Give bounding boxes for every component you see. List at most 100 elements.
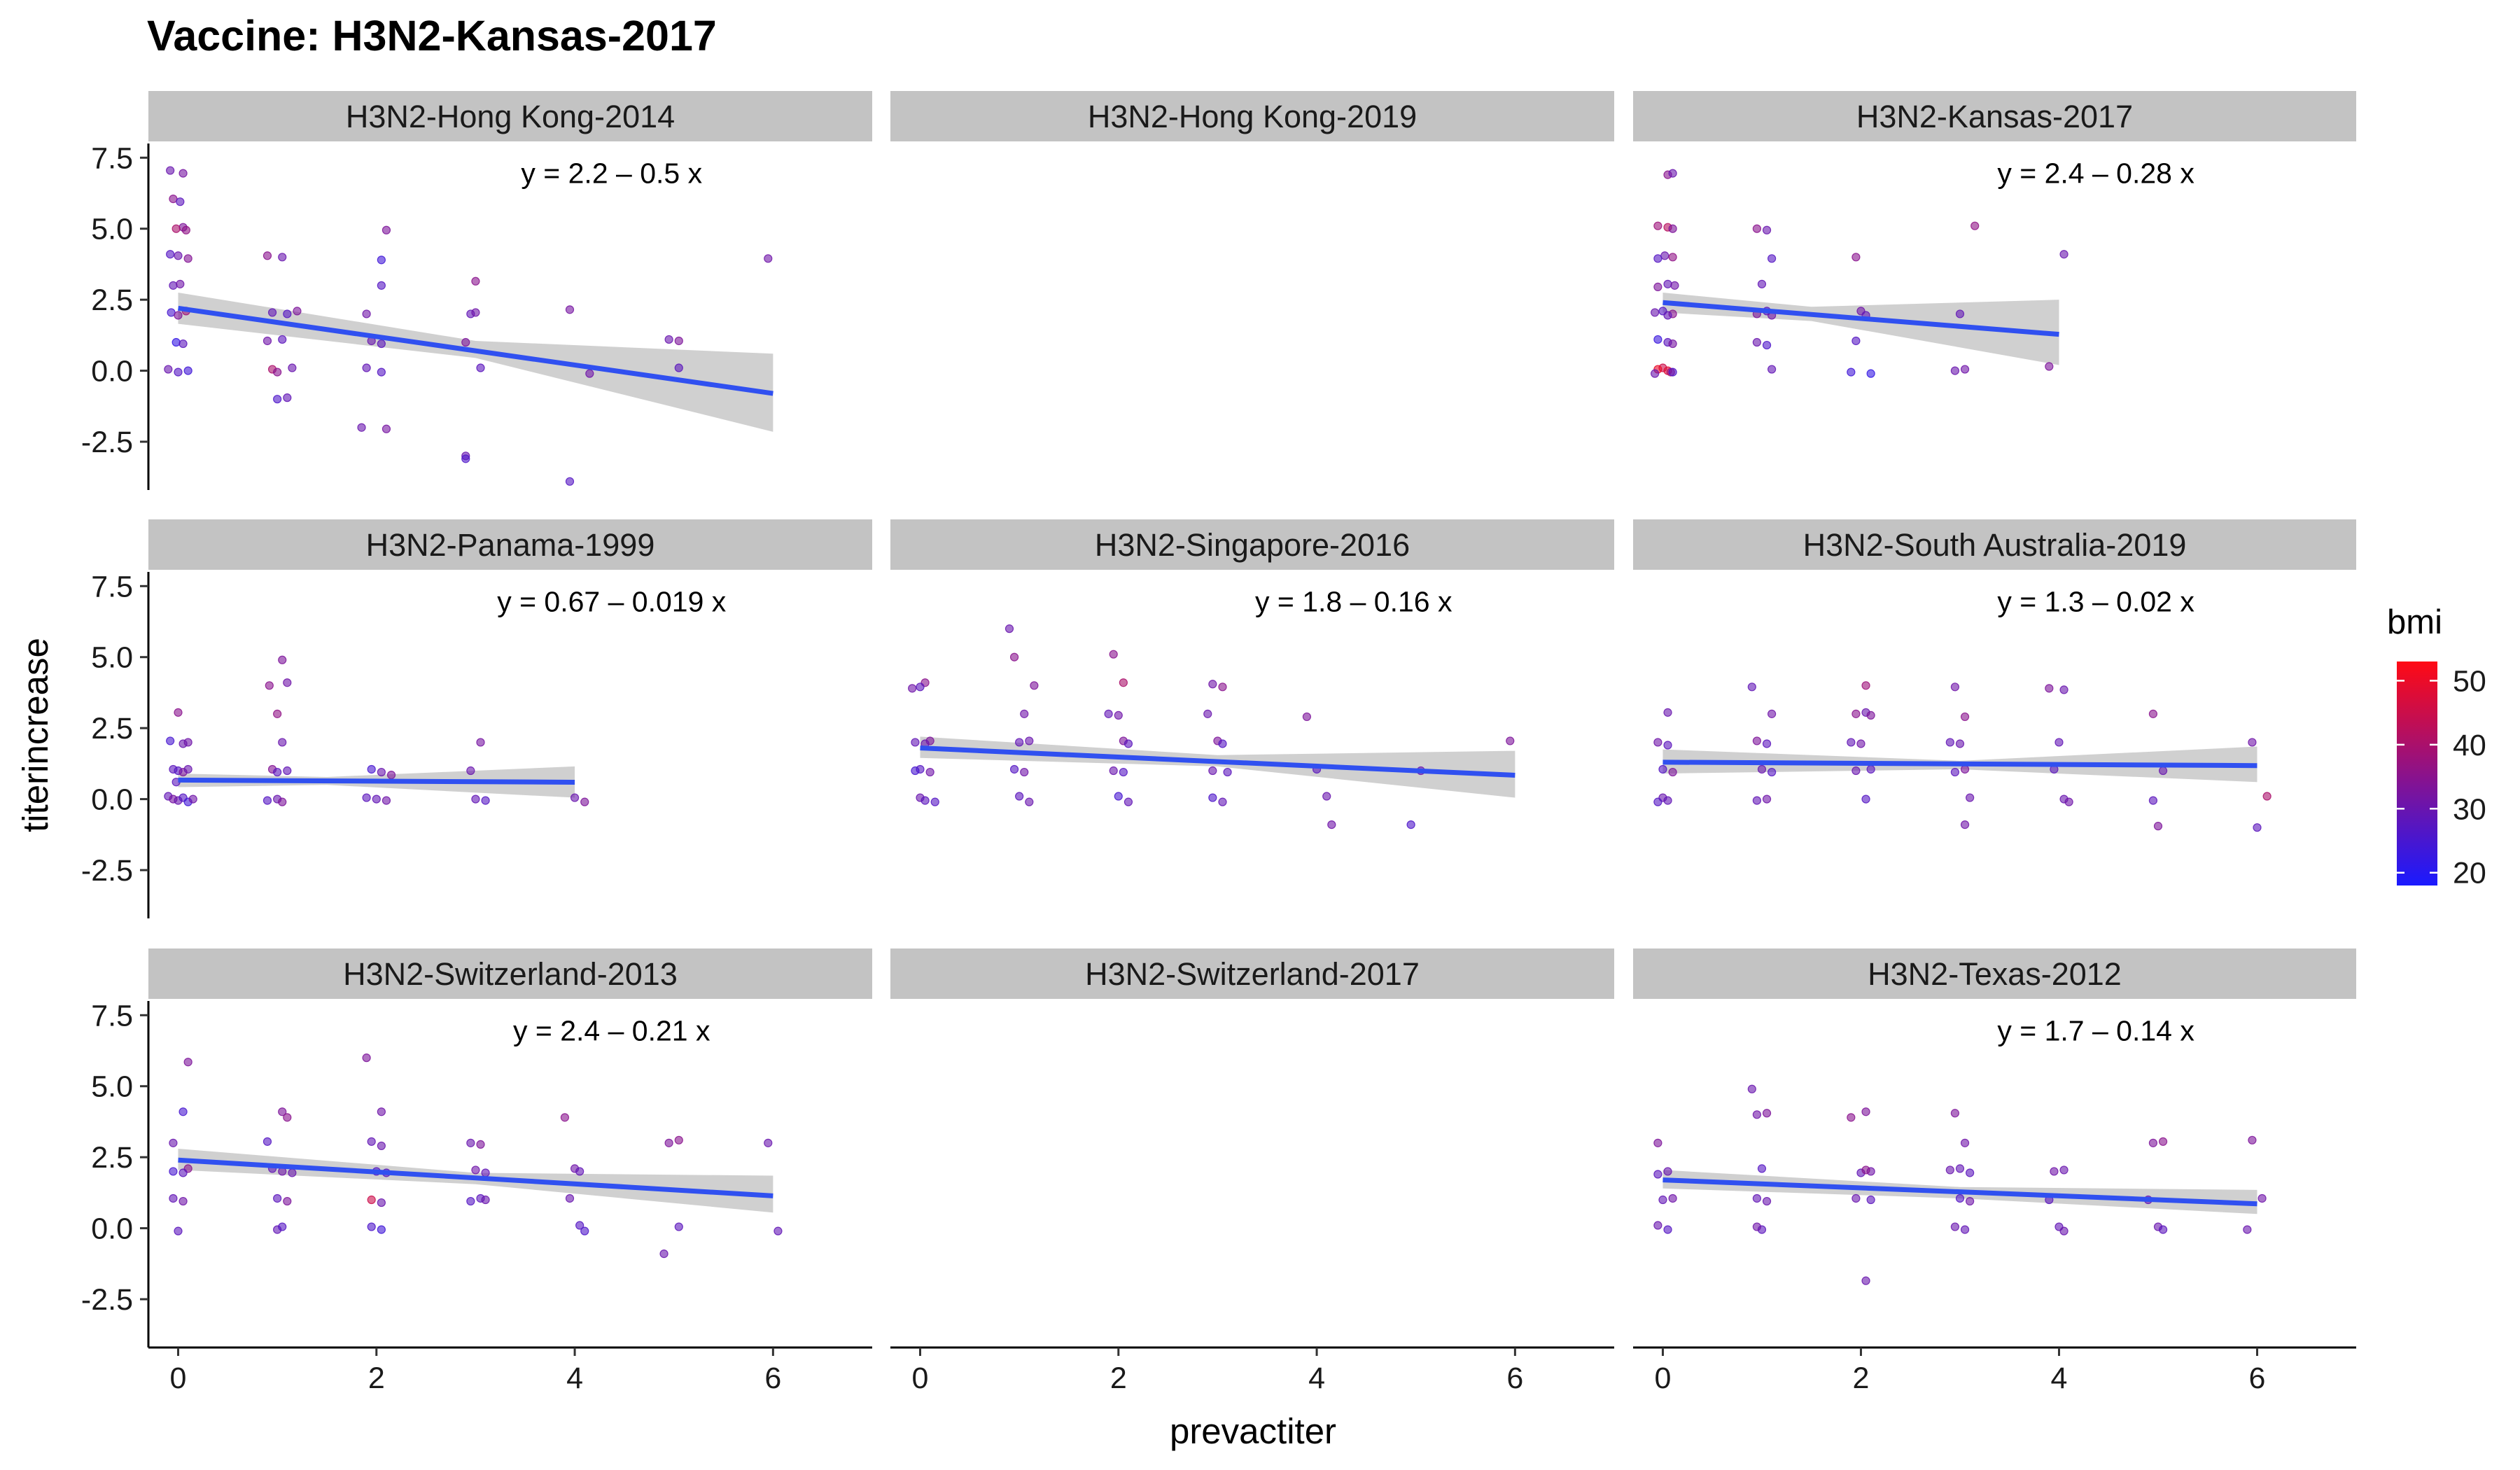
data-point (178, 169, 188, 178)
data-point (172, 224, 181, 233)
data-point (288, 363, 297, 372)
y-tick-label: 0.0 (91, 355, 133, 388)
data-point (183, 254, 192, 263)
data-point (178, 1196, 188, 1206)
facet-strip (890, 91, 1614, 141)
data-point (1653, 1170, 1662, 1179)
facet-strip (1633, 519, 2356, 570)
data-point (1768, 254, 1777, 263)
data-point (1663, 311, 1672, 320)
data-point (164, 365, 173, 374)
data-point (1851, 1194, 1861, 1203)
data-point (1847, 368, 1856, 377)
data-point (2248, 1135, 2257, 1144)
legend-tick-label: 40 (2453, 729, 2486, 762)
data-point (262, 796, 272, 805)
data-point (1104, 709, 1113, 718)
data-point (1762, 340, 1772, 350)
regression-line (920, 746, 1516, 778)
facet-strip (890, 948, 1614, 999)
data-point (1653, 282, 1662, 291)
data-point (1752, 224, 1761, 233)
data-point (2253, 823, 2262, 832)
data-point (1966, 793, 1975, 802)
data-point (1109, 766, 1118, 776)
data-point (911, 766, 920, 776)
data-point (476, 1140, 485, 1149)
data-point (774, 1226, 783, 1236)
data-point (916, 682, 925, 692)
data-point (273, 767, 282, 777)
x-axis-title: prevactiter (1170, 1411, 1336, 1451)
data-point (1762, 225, 1772, 234)
data-point (1658, 764, 1667, 774)
data-point (1114, 792, 1123, 801)
data-point (367, 1195, 376, 1205)
data-point (1757, 279, 1767, 288)
data-point (1847, 738, 1856, 747)
data-point (1752, 1222, 1761, 1231)
data-point (565, 1194, 575, 1203)
data-point (481, 1168, 490, 1177)
data-point (560, 1113, 570, 1122)
facet-panel: H3N2-Panama-1999 -2.5 0.0 2.5 5.0 7.5 y = 0.67… (81, 519, 872, 918)
data-point (1663, 796, 1672, 805)
data-point (1663, 1225, 1672, 1234)
data-point (382, 424, 391, 433)
data-point (1208, 680, 1217, 689)
data-point (176, 279, 185, 288)
data-point (1653, 221, 1662, 230)
data-point (1960, 1138, 1970, 1147)
data-point (1861, 681, 1870, 690)
data-point (2248, 738, 2257, 747)
data-point (1861, 1276, 1870, 1285)
data-point (1208, 766, 1217, 776)
y-tick-label: -2.5 (81, 426, 133, 459)
facet-panel: H3N2-Hong Kong-2019 (890, 91, 1614, 141)
data-point (585, 369, 594, 378)
data-point (1851, 253, 1861, 262)
confidence-band (920, 736, 1516, 798)
x-tick-label: 2 (1110, 1362, 1127, 1395)
data-point (178, 1107, 188, 1116)
data-point (367, 1137, 376, 1146)
data-point (1203, 709, 1212, 718)
data-point (283, 678, 292, 687)
data-point (262, 1137, 272, 1146)
facet-panel: H3N2-Singapore-2016 y = 1.8 – 0.16 x (890, 519, 1614, 830)
data-point (565, 305, 575, 314)
facet-panel: H3N2-Kansas-2017 y = 2.4 – 0.28 x (1633, 91, 2356, 378)
data-point (283, 309, 292, 318)
y-tick-label: 7.5 (91, 570, 133, 603)
data-point (1847, 1113, 1856, 1122)
data-point (1653, 254, 1662, 263)
y-tick-label: 7.5 (91, 141, 133, 175)
data-point (1866, 1195, 1875, 1205)
data-point (283, 766, 292, 776)
data-point (1861, 1107, 1870, 1116)
y-tick-label: 5.0 (91, 213, 133, 246)
facet-strip-label: H3N2-South Australia-2019 (1803, 527, 2187, 563)
data-point (764, 254, 773, 263)
data-point (1768, 767, 1777, 777)
data-point (362, 793, 371, 802)
data-point (674, 363, 683, 372)
data-point (1866, 369, 1875, 378)
data-point (481, 1195, 490, 1205)
data-point (278, 655, 287, 664)
data-point (1663, 708, 1672, 717)
legend-title: bmi (2387, 603, 2442, 641)
data-point (183, 366, 192, 375)
data-point (283, 1196, 292, 1206)
data-point (1752, 736, 1761, 746)
data-point (2158, 1137, 2168, 1146)
data-point (461, 454, 470, 463)
data-point (1950, 767, 1959, 777)
data-point (1406, 820, 1415, 830)
data-point (362, 363, 371, 372)
facet-strip (148, 91, 872, 141)
y-tick-label: 2.5 (91, 712, 133, 746)
data-point (273, 368, 282, 377)
data-point (1945, 738, 1954, 747)
